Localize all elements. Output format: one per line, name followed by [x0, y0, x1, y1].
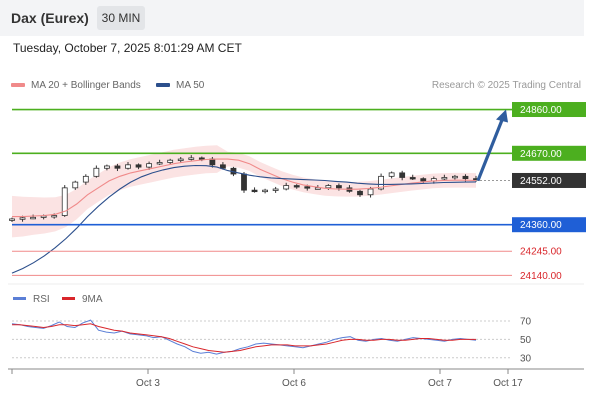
candle	[72, 181, 79, 189]
candle	[367, 188, 374, 196]
chart-header: Dax (Eurex) 30 MIN	[0, 0, 584, 36]
support-level-label: 24245.00	[520, 247, 562, 258]
forecast-arrow-shaft	[476, 116, 505, 182]
candle	[61, 187, 68, 216]
candle	[420, 178, 427, 182]
x-tick-label: Oct 7	[428, 378, 452, 389]
candle	[262, 189, 268, 193]
candle	[378, 175, 384, 190]
ma20-swatch	[11, 83, 25, 88]
candle	[51, 215, 58, 218]
candle	[388, 172, 395, 177]
candle	[304, 186, 311, 189]
candle	[135, 164, 142, 168]
ma9-swatch	[62, 297, 75, 300]
candle	[9, 218, 15, 221]
instrument-title: Dax (Eurex)	[11, 10, 89, 26]
rsi-plot-area: 70 50 30	[11, 317, 532, 364]
pivot-level-box	[512, 217, 586, 233]
candle	[220, 164, 226, 169]
ma20-label: MA 20 + Bollinger Bands	[31, 80, 141, 91]
pivot-level-label: 24360.00	[520, 220, 562, 231]
candle	[441, 177, 448, 180]
rsi-tick-label: 70	[520, 317, 532, 328]
support-level-label: 24140.00	[520, 271, 562, 282]
current-price-label: 24552.00	[520, 176, 562, 187]
candle	[209, 158, 216, 166]
x-tick-label: Oct 17	[493, 378, 523, 389]
candle	[399, 172, 406, 178]
x-tick-label: Oct 3	[136, 378, 160, 389]
candle	[30, 216, 36, 220]
chart-datetime: Tuesday, October 7, 2025 8:01:29 AM CET	[13, 41, 242, 55]
candle	[40, 215, 47, 218]
ma20-line	[12, 158, 477, 218]
candle	[188, 157, 195, 160]
rsi-line	[11, 319, 477, 355]
candle	[452, 175, 458, 179]
candle	[251, 189, 258, 193]
candle	[272, 188, 279, 191]
candle	[114, 165, 121, 169]
forecast-arrow-head	[496, 109, 508, 123]
ma50-line	[11, 164, 477, 274]
candle	[125, 164, 131, 169]
candle	[283, 185, 290, 190]
price-plot-area	[9, 145, 479, 274]
candle	[314, 187, 321, 190]
candle	[198, 157, 205, 160]
candle	[19, 217, 26, 220]
candle	[357, 190, 363, 196]
candle	[167, 159, 174, 163]
x-tick-label: Oct 6	[282, 378, 306, 389]
candle	[156, 162, 163, 165]
rsi-legend-label: RSI	[33, 294, 50, 305]
rsi-tick-label: 50	[520, 335, 532, 346]
rsi-swatch	[13, 297, 26, 300]
candle	[104, 165, 110, 169]
legend-ma50: MA 50	[156, 80, 204, 91]
candle	[82, 175, 89, 183]
rsi-ma-line	[12, 323, 476, 353]
candle	[146, 163, 152, 168]
candle	[325, 185, 332, 189]
resistance-level-label: 24670.00	[520, 149, 562, 160]
candle	[336, 185, 342, 189]
time-axis: Oct 3 Oct 6 Oct 7 Oct 17	[11, 369, 523, 389]
resistance-level-box	[512, 145, 586, 161]
timeframe-badge[interactable]: 30 MIN	[97, 6, 145, 30]
rsi-legend: RSI 9MA	[13, 294, 103, 305]
resistance-level-box	[512, 102, 586, 118]
research-credit: Research © 2025 Trading Central	[431, 80, 581, 91]
candle	[177, 158, 184, 161]
candle	[241, 173, 247, 191]
ma50-label: MA 50	[176, 80, 205, 91]
current-price-box	[512, 172, 586, 188]
candle	[293, 185, 300, 188]
candle	[409, 177, 416, 180]
candle	[462, 175, 469, 180]
ma9-legend-label: 9MA	[82, 294, 103, 305]
resistance-level-label: 24860.00	[520, 105, 562, 116]
candle	[93, 167, 100, 177]
price-levels: 24860.00 24670.00 24552.00 24360.00 24245.00…	[12, 102, 586, 282]
ma50-swatch	[156, 83, 170, 88]
legend-ma20: MA 20 + Bollinger Bands	[11, 80, 141, 91]
rsi-tick-label: 30	[520, 353, 532, 364]
